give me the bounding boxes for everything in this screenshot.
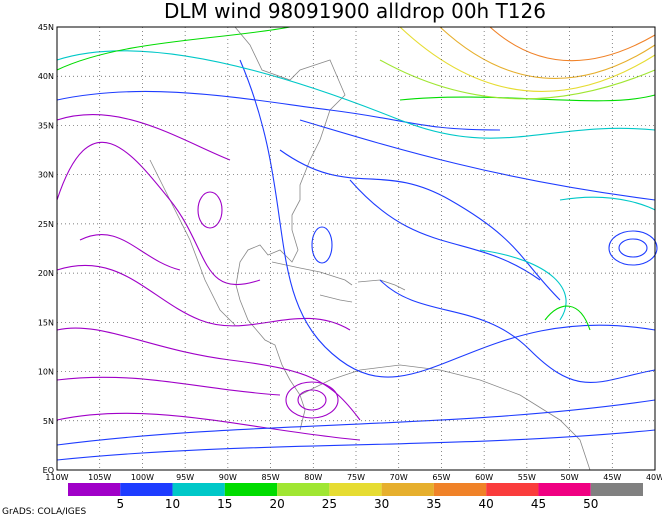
colorbar-swatch: [172, 483, 225, 496]
lat-label: 35N: [38, 121, 54, 130]
colorbar-label: 5: [116, 497, 124, 511]
colorbar-label: 45: [531, 497, 546, 511]
lat-label: 40N: [38, 72, 54, 81]
lon-label: 45W: [603, 473, 621, 482]
lon-label: 70W: [390, 473, 408, 482]
colorbar-swatch: [329, 483, 382, 496]
lon-label: 85W: [262, 473, 280, 482]
lon-label: 90W: [219, 473, 237, 482]
colorbar-swatch: [277, 483, 330, 496]
colorbar-label: 30: [374, 497, 389, 511]
lon-label: 40W: [646, 473, 662, 482]
colorbar-label: 25: [322, 497, 337, 511]
grid: [57, 27, 655, 470]
lon-label: 55W: [518, 473, 536, 482]
colorbar-label: 35: [426, 497, 441, 511]
colorbar: 5 10 15 20 25 30 35 40 45 50: [68, 483, 643, 511]
lat-label: 10N: [38, 368, 54, 377]
lon-label: 75W: [347, 473, 365, 482]
streamlines: [56, 26, 658, 461]
lon-label: 110W: [45, 473, 68, 482]
axis-labels: 110W 105W 100W 95W 90W 85W 80W 75W 70W 65W 60W 55W 5…: [38, 23, 662, 482]
plot-area: [56, 26, 658, 471]
colorbar-swatch: [486, 483, 539, 496]
colorbar-swatch: [590, 483, 643, 496]
lat-label: 20N: [38, 269, 54, 278]
lon-label: 65W: [432, 473, 450, 482]
lon-label: 60W: [475, 473, 493, 482]
colorbar-swatch: [120, 483, 173, 496]
plot-frame: [56, 26, 656, 471]
lon-label: 95W: [176, 473, 194, 482]
colorbar-swatch: [433, 483, 487, 496]
lat-label: 45N: [38, 23, 54, 32]
colorbar-label: 40: [479, 497, 494, 511]
colorbar-label: 15: [217, 497, 232, 511]
lat-label: 15N: [38, 318, 54, 327]
colorbar-swatch: [68, 483, 121, 496]
lat-label: 25N: [38, 220, 54, 229]
lat-label: 30N: [38, 171, 54, 180]
lat-label: EQ: [43, 466, 54, 475]
coastlines: [149, 26, 591, 471]
lon-label: 80W: [304, 473, 322, 482]
colorbar-swatch: [224, 483, 278, 496]
credit: GrADS: COLA/IGES: [2, 507, 86, 517]
title: DLM wind 98091900 alldrop 00h T126: [164, 0, 546, 23]
colorbar-label: 50: [583, 497, 598, 511]
lon-label: 50W: [561, 473, 579, 482]
colorbar-label: 10: [165, 497, 180, 511]
colorbar-swatch: [381, 483, 434, 496]
lat-label: 5N: [43, 417, 54, 426]
colorbar-swatch: [538, 483, 591, 496]
colorbar-label: 20: [269, 497, 284, 511]
lon-label: 100W: [131, 473, 154, 482]
lon-label: 105W: [88, 473, 111, 482]
